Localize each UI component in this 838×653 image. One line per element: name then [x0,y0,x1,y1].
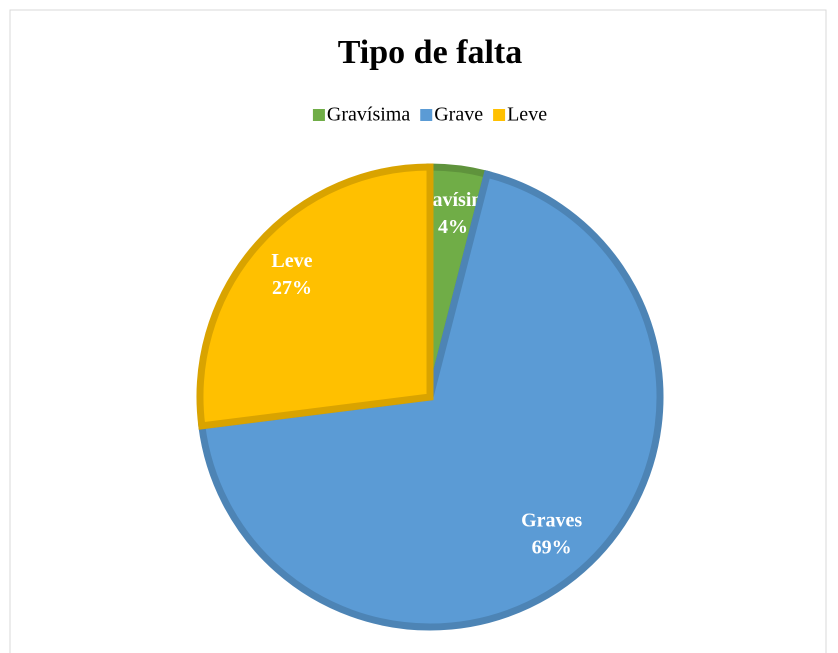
data-label-name: Leve [271,250,312,272]
pie-slice [197,169,664,631]
legend-swatch [493,109,506,121]
data-label-value: 69% [532,537,572,559]
legend-label: Grave [434,104,483,126]
legend-swatch [420,109,433,121]
data-label-value: 27% [272,277,312,299]
pie-slice [196,163,434,430]
data-label-value: 4% [438,216,468,238]
data-label-name: Graves [521,510,582,532]
legend-label: Leve [507,104,547,126]
legend-label: Gravísima [327,104,410,126]
chart-title: Tipo de falta [338,34,523,71]
legend-swatch [312,109,325,121]
chart-frame [9,9,827,653]
legend: Gravísima Grave Leve [312,104,547,126]
